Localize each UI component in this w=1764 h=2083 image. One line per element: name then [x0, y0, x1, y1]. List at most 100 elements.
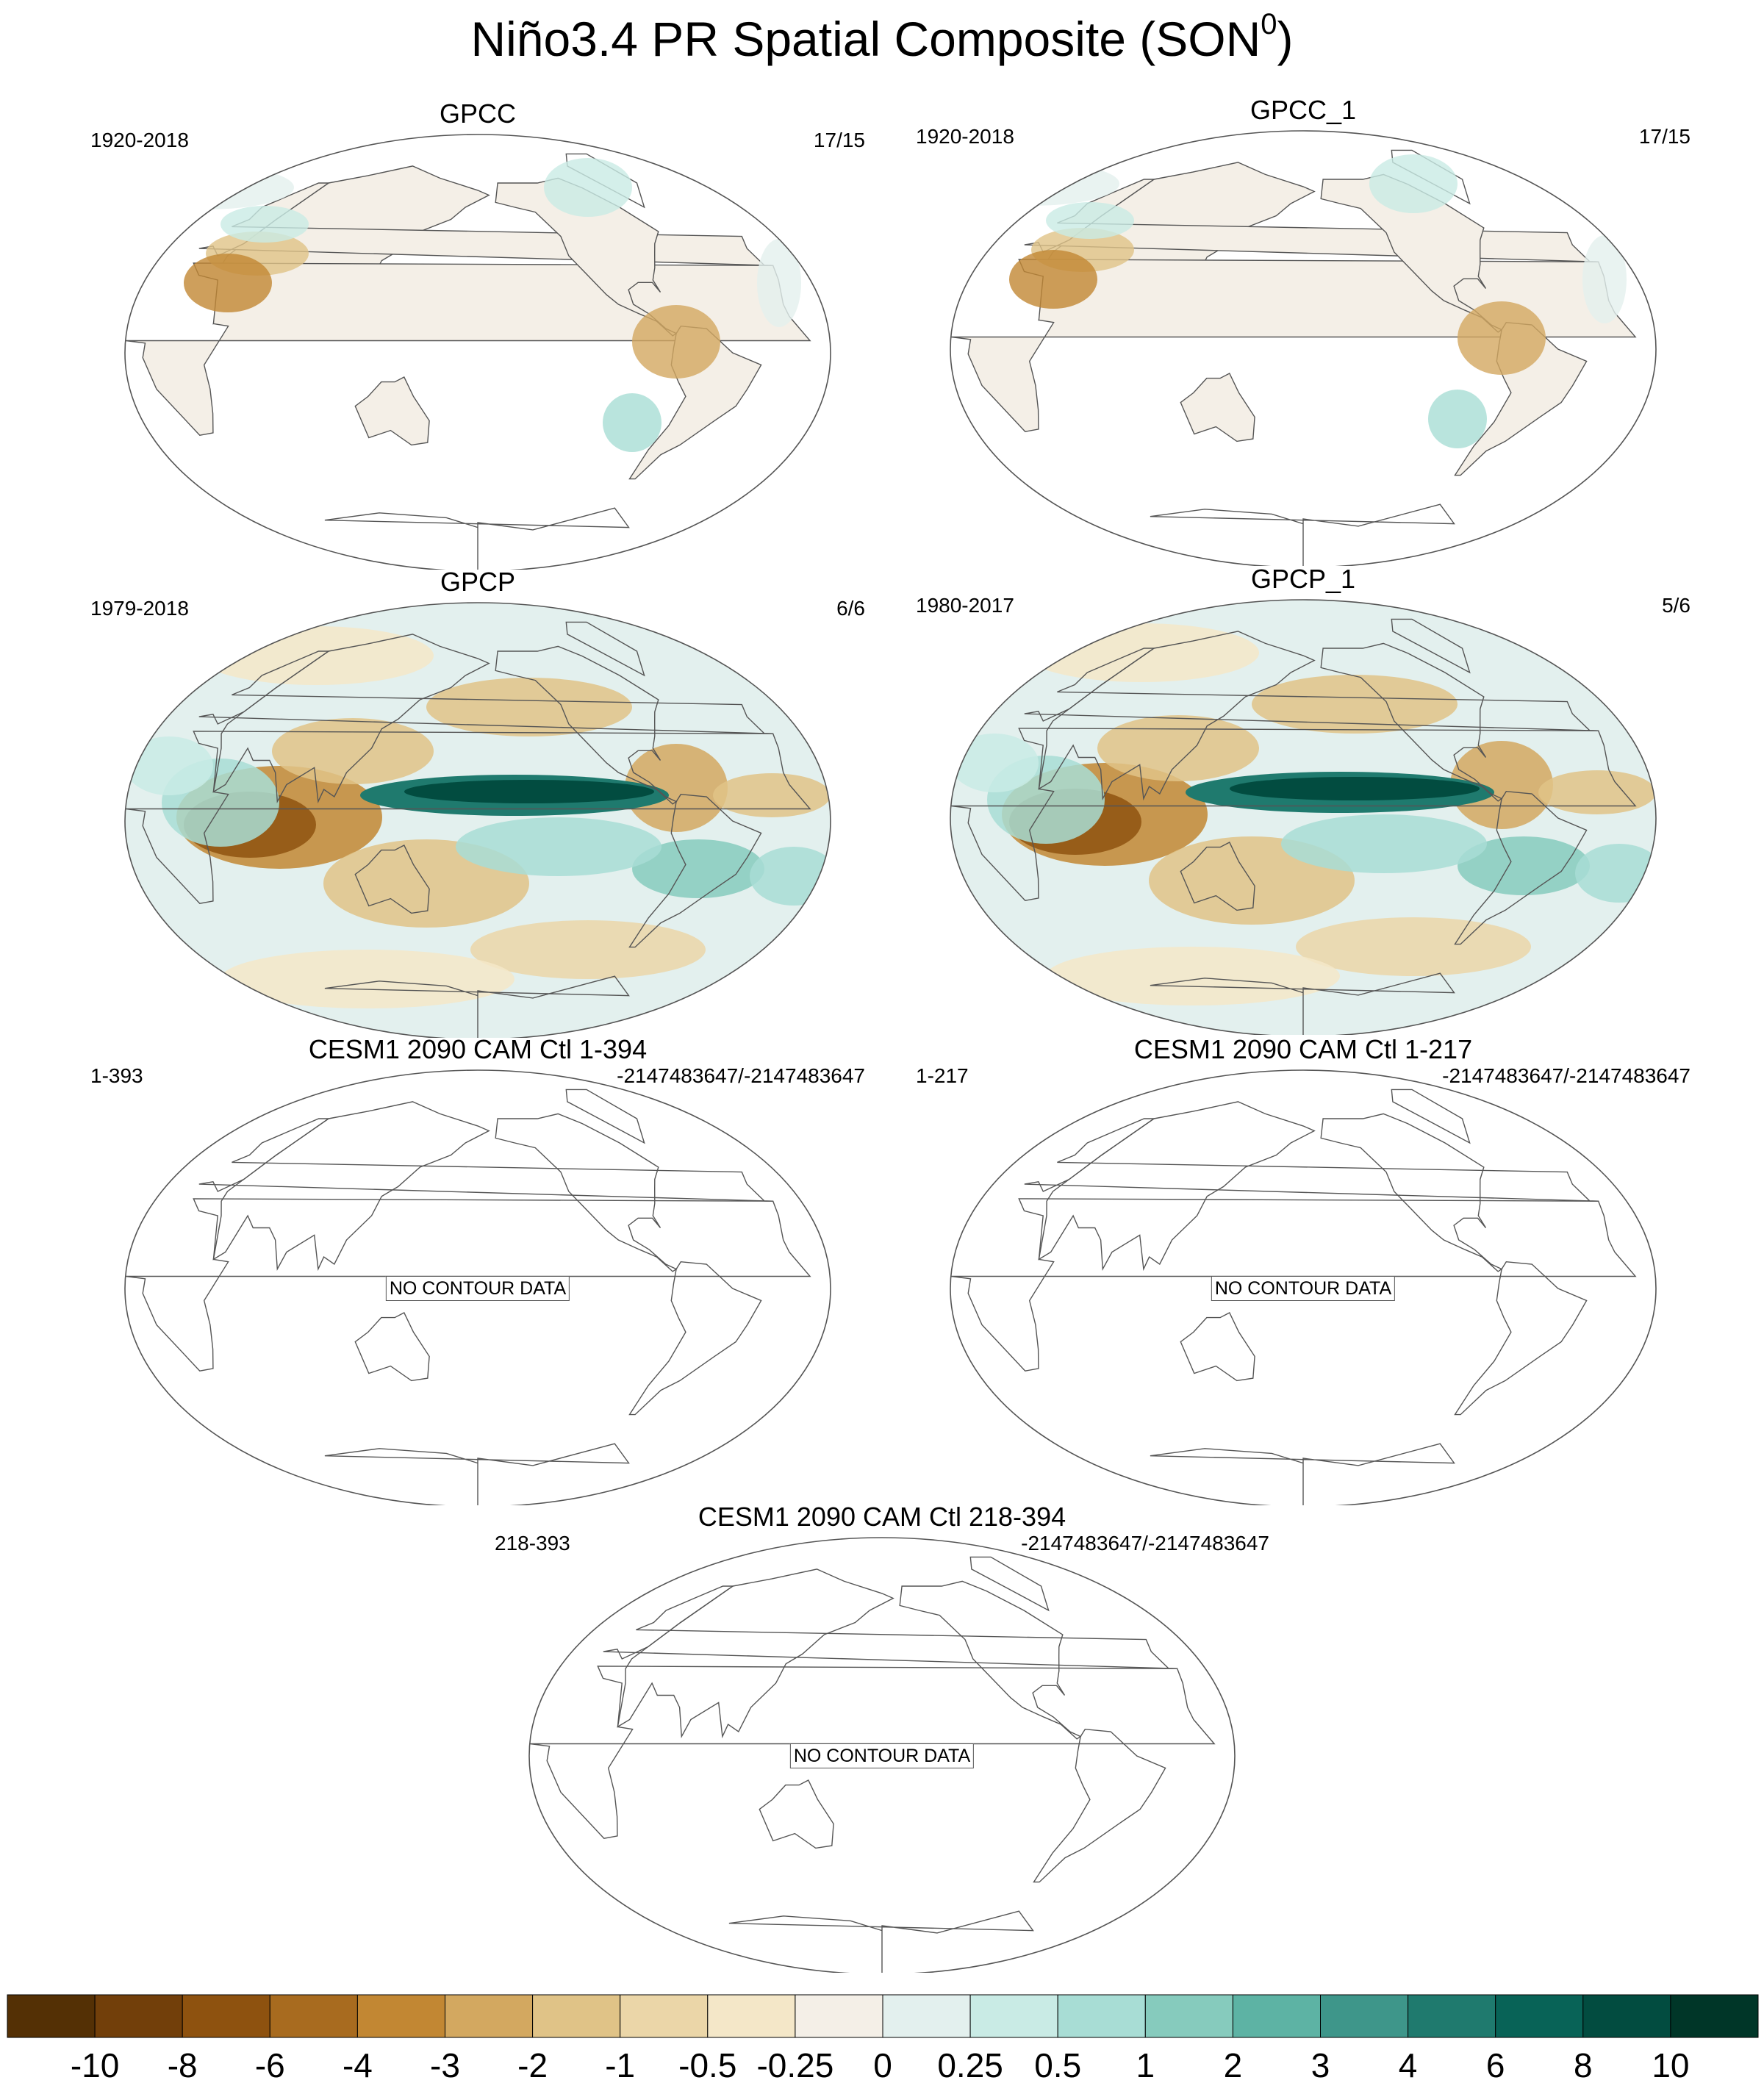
continent-outline: [1024, 648, 1599, 731]
world-map: [124, 134, 831, 570]
colorbar-swatch: [94, 1994, 183, 2038]
colorbar-tick-label: -8: [168, 2046, 198, 2083]
anomaly-region: [950, 734, 1039, 792]
continent-outline: [759, 1779, 834, 1849]
colorbar-swatch: [707, 1994, 796, 2038]
continent-outline: [198, 650, 773, 734]
anomaly-region: [1428, 390, 1487, 448]
anomaly-region: [603, 393, 662, 452]
map-panel-cesm1-ctl-218-394: CESM1 2090 CAM Ctl 218-394 218-393 -2147…: [478, 1502, 1286, 1973]
continent-outline: [126, 731, 811, 904]
colorbar-swatch: [269, 1994, 358, 2038]
no-contour-data-label: NO CONTOUR DATA: [1211, 1276, 1396, 1301]
panel-title: GPCP_1: [1250, 564, 1356, 594]
world-map: [950, 130, 1657, 566]
continent-outline: [1150, 1443, 1455, 1505]
continent-outline: [951, 728, 1637, 901]
colorbar-tick-label: 3: [1311, 2046, 1330, 2083]
title-superscript: 0: [1261, 8, 1277, 40]
no-contour-data-label: NO CONTOUR DATA: [385, 1276, 570, 1301]
panel-count: 17/15: [813, 129, 865, 151]
colorbar-swatch: [882, 1994, 971, 2038]
anomaly-region: [1252, 675, 1458, 734]
colorbar-tick-label: 8: [1574, 2046, 1593, 2083]
anomaly-region: [184, 254, 272, 312]
panel-period: 1-217: [916, 1064, 969, 1087]
anomaly-region: [404, 780, 654, 803]
colorbar-swatch: [1408, 1994, 1496, 2038]
panel-period: 1979-2018: [90, 597, 189, 620]
anomaly-region: [125, 736, 213, 795]
colorbar-tick-label: -6: [255, 2046, 285, 2083]
anomaly-region: [1369, 154, 1458, 213]
anomaly-region: [1046, 947, 1340, 1005]
anomaly-region: [757, 239, 801, 327]
continent-outline: [1180, 842, 1255, 911]
anomaly-region: [625, 744, 728, 832]
continent-outline: [324, 507, 630, 570]
panel-count: 5/6: [1662, 594, 1690, 617]
continent-outline: [628, 793, 762, 948]
colorbar-tick-label: 10: [1652, 2046, 1689, 2083]
map-panel-cesm1-ctl-1-394: CESM1 2090 CAM Ctl 1-394 1-393 -21474836…: [74, 1035, 882, 1505]
continent-outline: [1180, 1312, 1255, 1382]
panel-count: -2147483647/-2147483647: [617, 1064, 865, 1087]
panel-period: 1920-2018: [90, 129, 189, 151]
colorbar-swatch: [445, 1994, 534, 2038]
anomaly-region: [1582, 235, 1627, 323]
continent-outline: [354, 376, 430, 446]
panel-count: 17/15: [1638, 125, 1690, 148]
colorbar-swatch: [1670, 1994, 1759, 2038]
anomaly-region: [544, 158, 632, 217]
anomaly-region: [1230, 777, 1480, 800]
panel-title: CESM1 2090 CAM Ctl 1-394: [308, 1034, 648, 1064]
colorbar-tick-label: -4: [343, 2046, 373, 2083]
panel-count: -2147483647/-2147483647: [1021, 1532, 1269, 1555]
colorbar-swatch: [182, 1994, 270, 2038]
map-boundary: [124, 134, 831, 570]
map-panel-gpcc-1: GPCC_1 1920-2018 17/15: [899, 96, 1707, 566]
anomaly-region: [470, 920, 706, 979]
colorbar-tick-label: 2: [1224, 2046, 1243, 2083]
panel-title: CESM1 2090 CAM Ctl 218-394: [698, 1502, 1066, 1532]
continent-outline: [198, 1118, 773, 1202]
colorbar-swatch: [1495, 1994, 1584, 2038]
map-boundary: [528, 1537, 1236, 1973]
continent-outline: [628, 1261, 762, 1416]
colorbar-tick-label: 0.25: [937, 2046, 1003, 2083]
continent-outline: [617, 1568, 894, 1739]
anomaly-region: [456, 817, 662, 876]
continent-outline: [530, 1666, 1216, 1839]
continent-outline: [1454, 321, 1588, 476]
continent-outline: [951, 1198, 1637, 1372]
continent-outline: [1150, 503, 1455, 566]
colorbar-swatch: [532, 1994, 621, 2038]
anomaly-region: [1097, 715, 1259, 781]
continent-outline: [126, 1198, 811, 1372]
anomaly-region: [1458, 301, 1546, 375]
panel-title: GPCC: [439, 98, 516, 129]
continent-outline: [354, 845, 430, 914]
panel-title: CESM1 2090 CAM Ctl 1-217: [1133, 1034, 1473, 1064]
anomaly-region: [1450, 741, 1553, 829]
colorbar-swatch: [1144, 1994, 1233, 2038]
panel-period: 218-393: [495, 1532, 570, 1555]
continent-outline: [1391, 618, 1471, 674]
panel-title: GPCP: [440, 567, 516, 597]
continent-outline: [354, 1312, 430, 1382]
continent-outline: [1150, 972, 1455, 1035]
map-boundary: [950, 599, 1657, 1035]
continent-outline: [212, 1101, 490, 1272]
continent-outline: [126, 262, 811, 436]
panel-period: 1980-2017: [916, 594, 1014, 617]
continent-outline: [899, 1580, 1082, 1740]
colorbar-swatch: [795, 1994, 883, 2038]
colorbar-swatch: [1582, 1994, 1671, 2038]
colorbar-tick-label: 4: [1399, 2046, 1418, 2083]
anomaly-region: [1009, 250, 1097, 309]
anomaly-region: [1046, 202, 1134, 239]
continent-outline: [495, 645, 678, 805]
colorbar-tick-label: -0.5: [678, 2046, 736, 2083]
continent-outline: [1320, 642, 1503, 802]
continent-outline: [1033, 1728, 1166, 1883]
